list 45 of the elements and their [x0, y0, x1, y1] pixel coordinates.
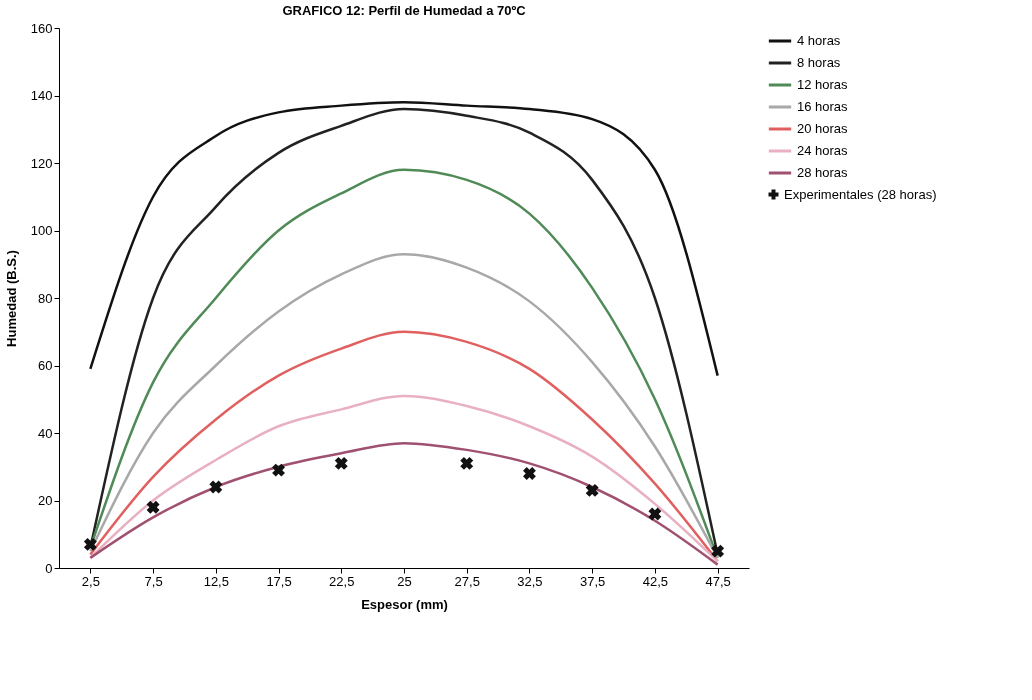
legend-label: 8 horas [797, 55, 841, 70]
point [585, 483, 599, 497]
x-tick-label: 12,5 [203, 573, 229, 589]
point [272, 463, 285, 477]
legend-label: 28 horas [797, 165, 849, 180]
point [523, 467, 536, 480]
point [460, 456, 474, 470]
line-series [89, 330, 719, 563]
chart-title: GRAFICO 12: Perfil de Humedad a 70ºC [282, 3, 527, 18]
y-tick-label: 0 [45, 560, 53, 576]
point [711, 544, 725, 558]
line-series [89, 101, 719, 377]
y-tick-label: 100 [30, 223, 53, 238]
y-tick-label: 80 [38, 290, 53, 306]
y-tick-label: 20 [38, 493, 53, 508]
x-tick-label: 25 [397, 573, 412, 589]
x-tick-label: 17,5 [266, 573, 292, 589]
x-tick-label: 37,5 [580, 573, 606, 589]
point [209, 480, 223, 494]
legend-label: 4 horas [797, 33, 841, 48]
x-tick-label: 22,5 [329, 573, 355, 589]
x-tick-label: 27,5 [454, 573, 480, 589]
y-tick-label: 40 [38, 425, 53, 441]
x-axis-title: Espesor (mm) [361, 596, 448, 612]
line-series [89, 394, 719, 563]
y-tick-label: 60 [38, 358, 53, 373]
legend-label: 12 horas [797, 77, 849, 92]
x-tick-label: 42,5 [642, 573, 669, 589]
point [83, 537, 97, 551]
x-tick-label: 7,5 [144, 573, 163, 589]
point [334, 456, 348, 470]
y-axis-title: Humedad (B.S.) [3, 250, 19, 347]
y-tick-label: 160 [30, 20, 53, 36]
y-tick-label: 120 [30, 155, 53, 171]
legend-label: Experimentales (28 horas) [784, 186, 937, 202]
x-tick-label: 2,5 [81, 573, 100, 589]
line-series [89, 441, 719, 566]
point [648, 507, 662, 521]
x-tick-label: 47,5 [705, 573, 731, 589]
y-tick-label: 140 [30, 88, 53, 103]
legend-label: 24 horas [797, 143, 849, 158]
legend-label: 20 horas [797, 121, 849, 136]
x-tick-label: 32,5 [517, 573, 543, 589]
legend-label: 16 horas [797, 99, 849, 114]
point [146, 500, 160, 514]
